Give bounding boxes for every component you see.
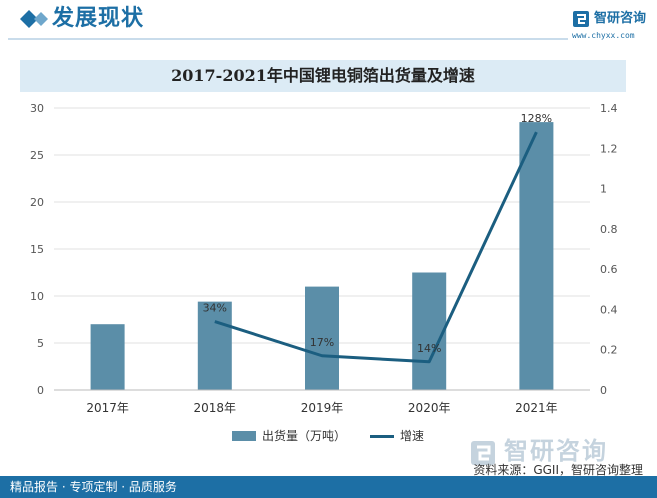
footer-logo-text: 智研咨询 (504, 437, 608, 465)
chart-title-band: 2017-2021年中国锂电铜箔出货量及增速 (20, 60, 626, 92)
x-tick-label: 2017年 (86, 401, 129, 415)
x-tick-label: 2019年 (301, 401, 344, 415)
y-right-tick-label: 1 (600, 183, 607, 196)
x-tick-label: 2020年 (408, 401, 451, 415)
footer-logo: 智研咨询 (470, 436, 650, 466)
page-header: 发展现状 (0, 0, 657, 42)
y-left-tick-label: 10 (30, 290, 44, 303)
brand-name: 智研咨询 (594, 11, 647, 26)
growth-data-label: 17% (310, 336, 334, 349)
growth-data-label: 14% (417, 342, 441, 355)
diamond-arrow-icon (20, 10, 48, 28)
bar (305, 286, 339, 390)
y-right-tick-label: 1.2 (600, 142, 618, 155)
legend-item-shipments: 出货量（万吨） (232, 426, 362, 446)
legend-line-swatch (370, 435, 394, 438)
bar (412, 272, 447, 390)
y-right-tick-label: 0.6 (600, 263, 618, 276)
header-divider (8, 38, 568, 40)
bar (90, 324, 125, 390)
x-tick-label: 2021年 (515, 401, 558, 415)
chart-legend: 出货量（万吨） 增速 (0, 426, 657, 446)
legend-label-shipments: 出货量（万吨） (262, 429, 347, 443)
legend-label-growth: 增速 (400, 429, 425, 443)
x-tick-label: 2018年 (194, 401, 237, 415)
chart-title: 2017-2021年中国锂电铜箔出货量及增速 (171, 66, 475, 85)
legend-item-growth: 增速 (370, 426, 440, 446)
page-footer: 智研咨询 资料来源：GGII，智研咨询整理 精品报告 · 专项定制 · 品质服务 (0, 437, 657, 498)
legend-bar-swatch (232, 431, 256, 441)
section-title: 发展现状 (52, 6, 145, 31)
bar (519, 122, 554, 390)
y-left-tick-label: 25 (30, 149, 44, 162)
footer-tagline: 精品报告 · 专项定制 · 品质服务 (10, 480, 177, 494)
y-right-tick-label: 1.4 (600, 102, 618, 115)
growth-data-label: 128% (521, 112, 552, 125)
bar (197, 301, 232, 390)
y-right-tick-label: 0.4 (600, 303, 618, 316)
y-right-tick-label: 0.8 (600, 223, 618, 236)
zhiyan-logo-icon (573, 11, 589, 27)
y-left-tick-label: 15 (30, 243, 44, 256)
y-left-tick-label: 5 (37, 337, 44, 350)
y-right-tick-label: 0.2 (600, 344, 618, 357)
y-left-tick-label: 0 (37, 384, 44, 397)
zhiyan-logo-icon (471, 441, 495, 465)
y-left-tick-label: 20 (30, 196, 44, 209)
growth-data-label: 34% (203, 302, 227, 315)
brand-url: www.chyxx.com (572, 31, 635, 40)
footer-bar: 精品报告 · 专项定制 · 品质服务 (0, 476, 657, 498)
chart-plot: 0 5 10 15 20 25 30 0 0.2 0.4 0.6 0.8 1 1.2 1.4 2017年 201… (30, 102, 618, 415)
y-right-tick-label: 0 (600, 384, 607, 397)
brand-logo: 智研咨询 www.chyxx.com (572, 8, 654, 42)
data-source: 资料来源：GGII，智研咨询整理 (473, 463, 643, 477)
y-left-tick-label: 30 (30, 102, 44, 115)
growth-line (214, 131, 538, 364)
